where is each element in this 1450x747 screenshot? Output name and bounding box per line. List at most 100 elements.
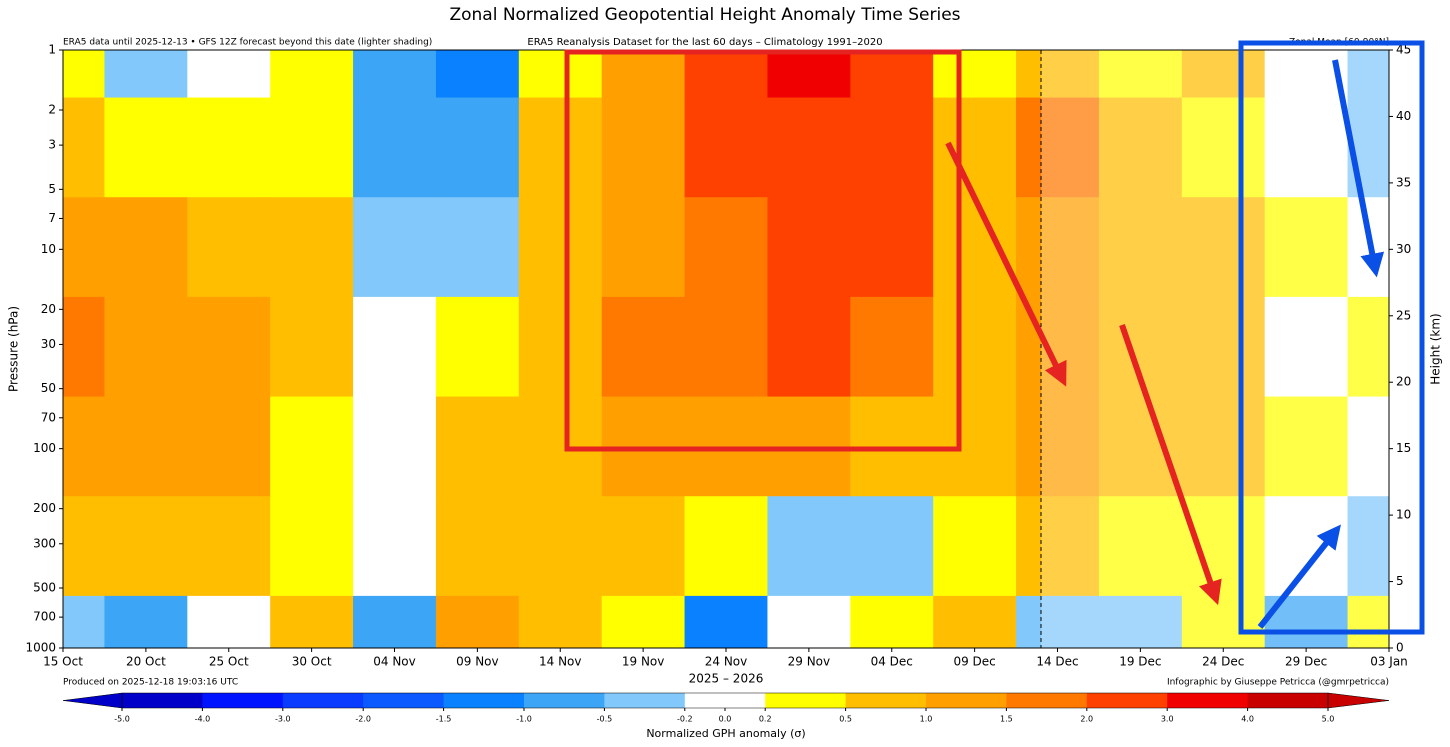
cell: [353, 496, 437, 597]
cell: [1181, 50, 1266, 99]
colorbar-tick-label: 0.5: [839, 715, 852, 724]
cell: [767, 50, 851, 99]
cell: [1264, 296, 1349, 398]
cell: [1098, 97, 1183, 198]
cell: [187, 50, 271, 99]
cell: [104, 296, 188, 398]
colorbar-tick-label: -0.2: [677, 715, 693, 724]
colorbar-tick-label: -1.5: [436, 715, 452, 724]
y-tick-label: 700: [33, 610, 56, 624]
cell: [601, 496, 686, 597]
colorbar: -5.0 -4.0 -3.0 -2.0 -1.5 -1.0 -0.5 -0.2 0.0 0.2 0.…: [62, 692, 1390, 724]
cell: [435, 197, 520, 298]
footer-left: Produced on 2025-12-18 19:03:16 UTC: [63, 678, 238, 688]
cell: [353, 50, 437, 99]
colorbar-segment: [604, 693, 686, 708]
cell: [270, 97, 354, 198]
cell: [104, 197, 188, 298]
y-tick-label: 200: [33, 501, 56, 515]
cell: [1098, 496, 1183, 597]
x-tick-label: 20 Oct: [126, 655, 166, 669]
colorbar-tick-label: -3.0: [275, 715, 291, 724]
colorbar-tick-label: -0.5: [597, 715, 613, 724]
cell: [767, 97, 851, 198]
highlight-box: [1238, 40, 1425, 635]
x-tick-label: 25 Oct: [209, 655, 249, 669]
colorbar-extend: [62, 692, 123, 709]
colorbar-segment: [282, 693, 364, 708]
x-tick-label: 04 Dec: [871, 655, 913, 669]
cell: [104, 595, 188, 648]
x-tick-label: 19 Dec: [1119, 655, 1161, 669]
y-tick-label: 30: [41, 337, 56, 351]
footer-right: Infographic by Giuseppe Petricca (@gmrpe…: [1167, 678, 1389, 688]
cell: [1181, 595, 1266, 648]
cell: [1098, 396, 1183, 497]
cell: [601, 296, 686, 398]
colorbar-label: Normalized GPH anomaly (σ): [646, 727, 805, 740]
forecast-shading: [1041, 50, 1389, 648]
colorbar-segment: [122, 693, 203, 708]
x-tick-label: 14 Nov: [539, 655, 582, 669]
chart-title: Zonal Normalized Geopotential Height Ano…: [449, 5, 960, 25]
y-tick-label: 300: [33, 536, 56, 550]
cell: [1347, 496, 1389, 597]
cell: [187, 496, 271, 597]
colorbar-segment: [765, 693, 847, 708]
cell: [1016, 50, 1100, 99]
y2-axis-label: Height (km): [1429, 313, 1443, 384]
y-axis-label: Pressure (hPa): [7, 306, 21, 392]
annotations: [564, 40, 1425, 635]
axes: 15 Oct 20 Oct 25 Oct 30 Oct 04 Nov 09 Nov 14 N…: [25, 43, 1411, 669]
colorbar-tick-label: 0.0: [719, 715, 732, 724]
cell: [601, 595, 686, 648]
cell: [187, 97, 271, 198]
cell: [353, 296, 437, 398]
cell: [1347, 396, 1389, 497]
y-tick-label: 2: [48, 103, 56, 117]
cell: [104, 396, 188, 497]
x-tick-label: 24 Dec: [1202, 655, 1244, 669]
field: [63, 50, 1389, 648]
cell: [353, 97, 437, 198]
cell: [270, 197, 354, 298]
cell: [933, 296, 1017, 398]
arrow: [945, 141, 1067, 387]
cell: [684, 296, 768, 398]
colorbar-tick-label: 2.0: [1080, 715, 1093, 724]
cell: [1098, 50, 1183, 99]
cell: [63, 396, 105, 497]
cell: [518, 97, 603, 198]
colorbar-tick-label: -1.0: [516, 715, 532, 724]
y2-tick-label: 30: [1396, 242, 1411, 256]
cell: [104, 97, 188, 198]
cell: [187, 296, 271, 398]
cell: [850, 595, 934, 648]
colorbar-segment: [1006, 693, 1088, 708]
cell: [63, 50, 105, 99]
colorbar-tick-label: 4.0: [1241, 715, 1254, 724]
y-tick-label: 3: [48, 138, 56, 152]
y-tick-label: 7: [48, 211, 56, 225]
arrow: [1257, 524, 1341, 629]
cell: [63, 496, 105, 597]
y2-tick-label: 20: [1396, 375, 1411, 389]
cell: [63, 197, 105, 298]
cell: [1347, 50, 1389, 99]
cell: [270, 496, 354, 597]
colorbar-tick-label: 5.0: [1322, 715, 1335, 724]
colorbar-segment: [845, 693, 927, 708]
cell: [353, 197, 437, 298]
cell: [1347, 595, 1389, 648]
y-tick-label: 100: [33, 441, 56, 455]
cell: [353, 595, 437, 648]
cell: [187, 396, 271, 497]
cell: [933, 496, 1017, 597]
y-tick-label: 70: [41, 410, 56, 424]
cell: [1264, 50, 1349, 99]
colorbar-tick-label: 1.0: [920, 715, 933, 724]
colorbar-tick-label: -4.0: [195, 715, 211, 724]
cell: [518, 595, 603, 648]
note-left: ERA5 data until 2025-12-13 • GFS 12Z for…: [63, 38, 432, 48]
y2-tick-label: 35: [1396, 175, 1411, 189]
